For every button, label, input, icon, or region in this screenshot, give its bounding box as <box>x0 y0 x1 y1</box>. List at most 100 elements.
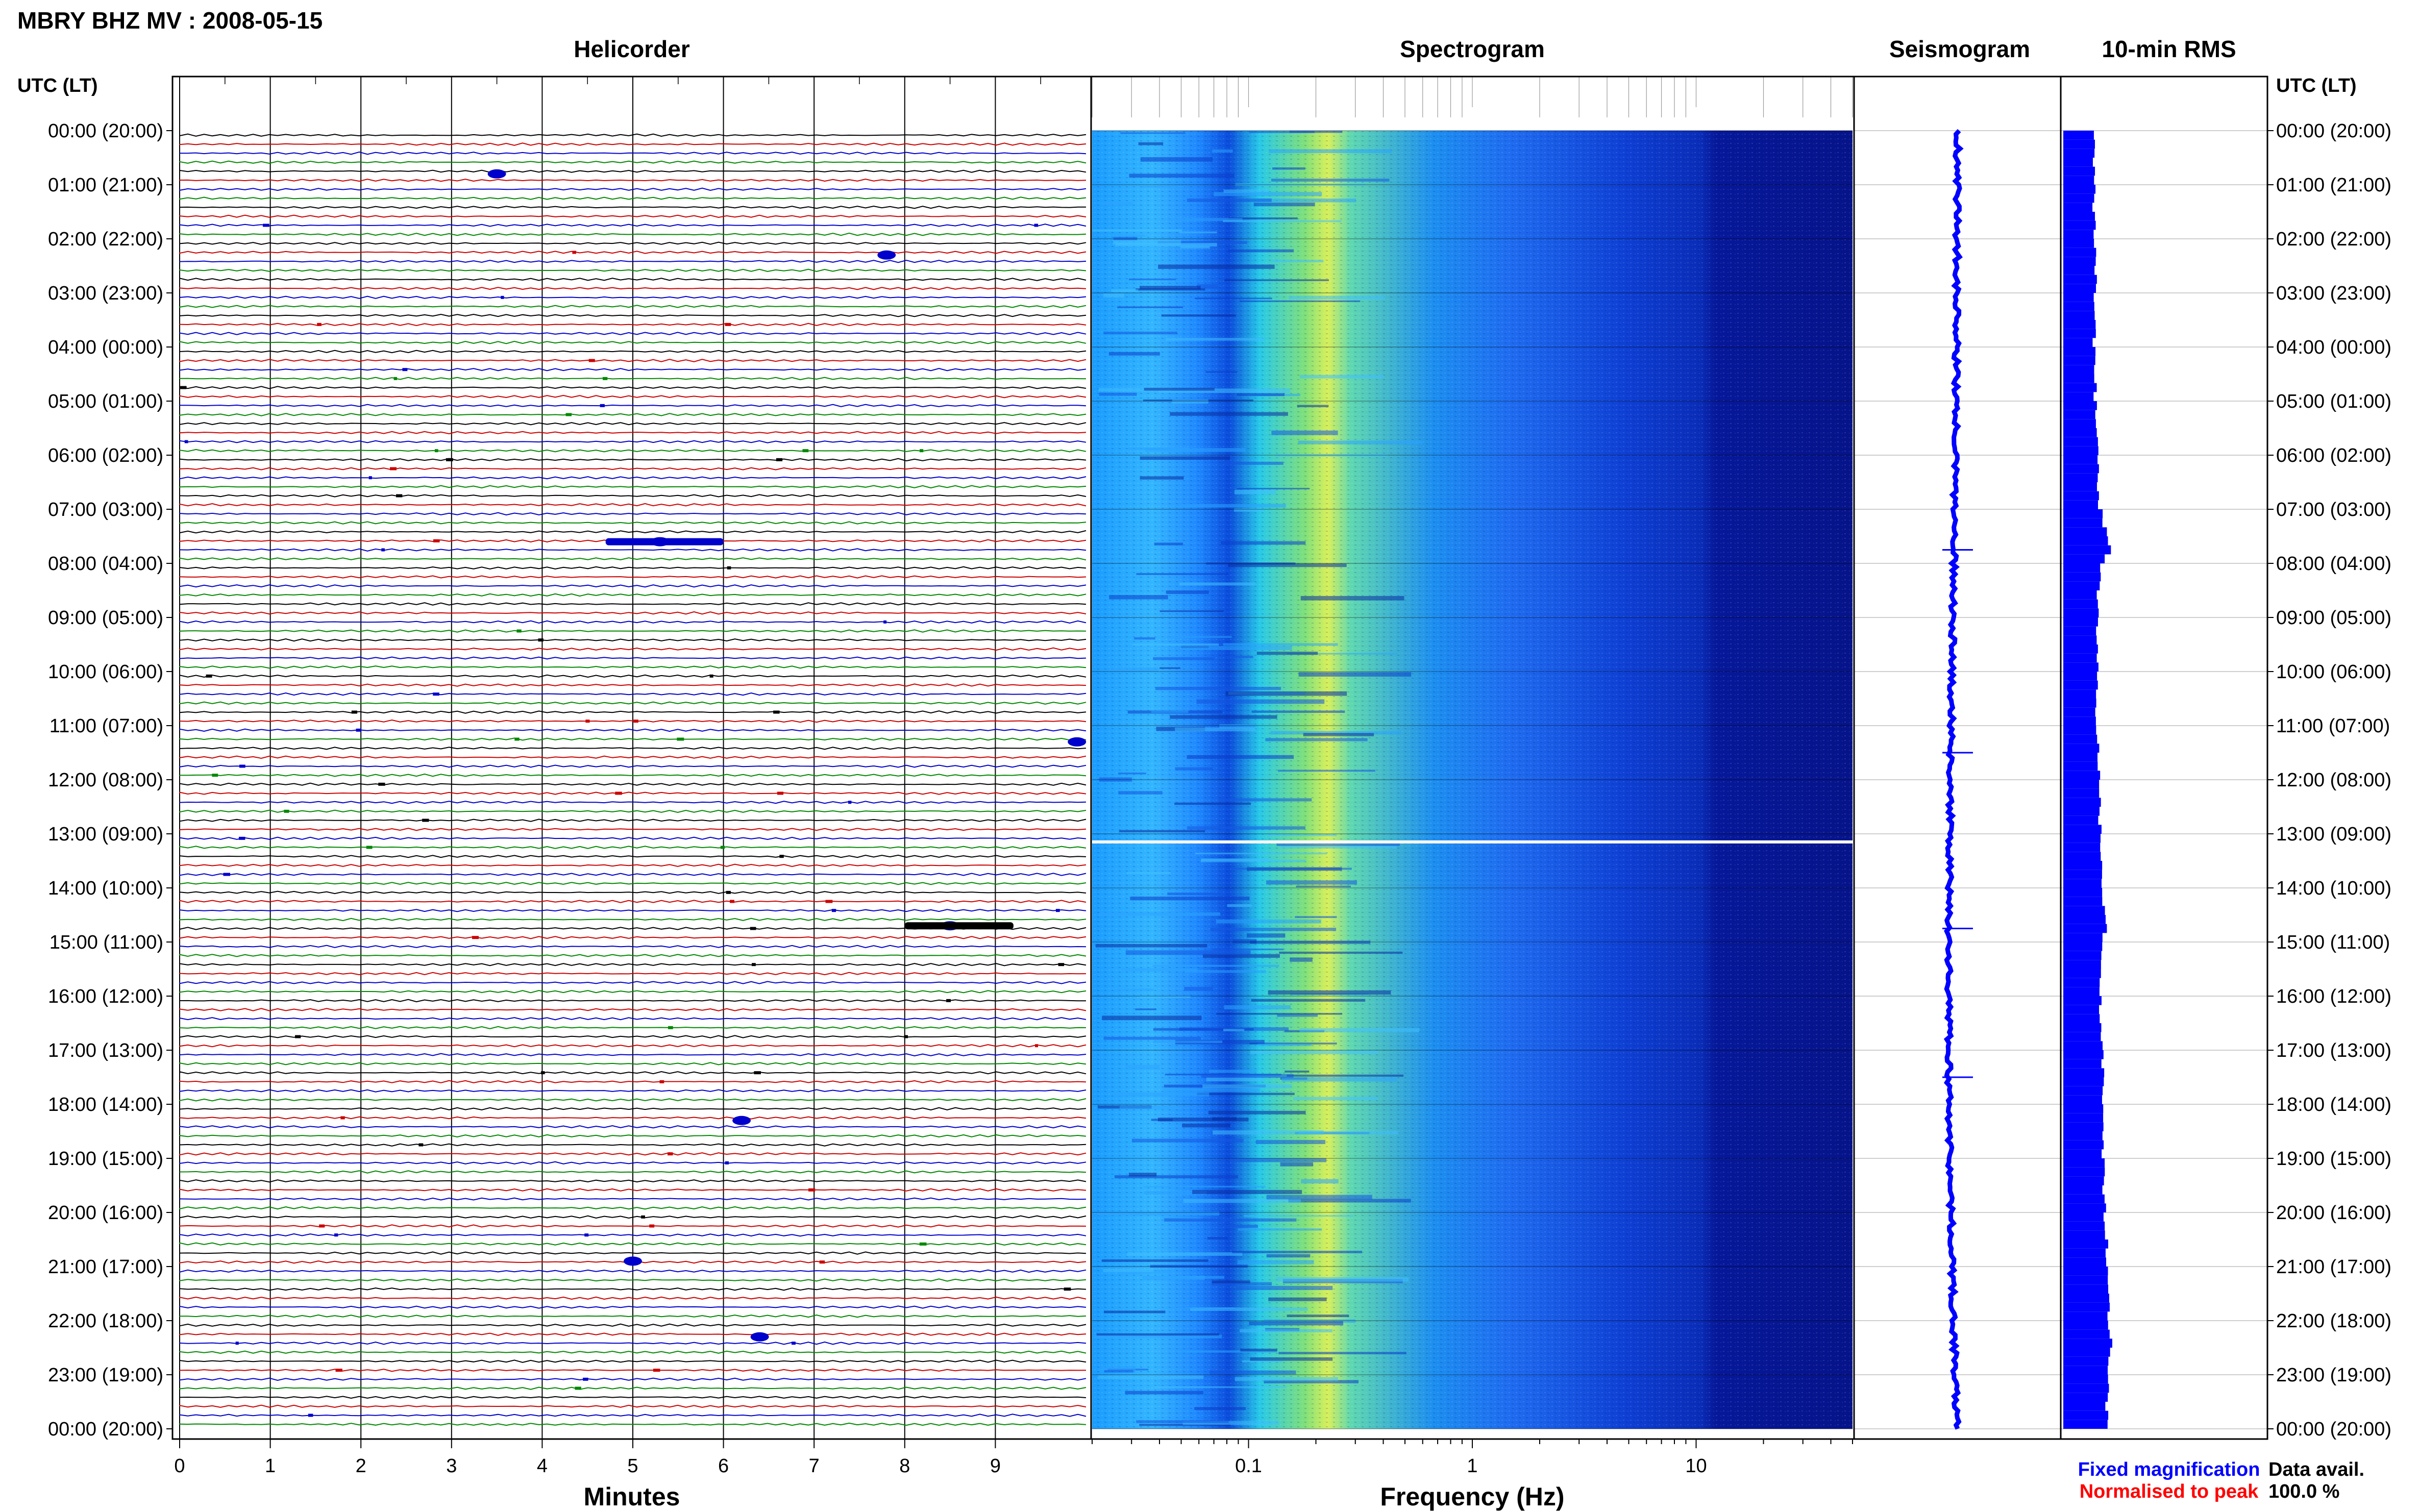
helicorder-trace-line <box>179 674 1087 678</box>
spectrogram-streak <box>1181 646 1292 650</box>
helicorder-trace-line <box>179 1170 1087 1174</box>
spectrogram-streak <box>1247 933 1286 938</box>
rms-bar <box>2063 1393 2108 1402</box>
spectrogram-streak <box>1194 298 1272 300</box>
helicorder-long-event <box>605 538 724 546</box>
spectrogram-streak <box>1278 1352 1406 1354</box>
rms-bar <box>2063 1420 2108 1429</box>
data-availability-label: Data avail. <box>2268 1459 2364 1480</box>
rms-bar <box>2063 1311 2108 1321</box>
rms-bar <box>2063 1059 2102 1069</box>
time-tick-label-left: 18:00 (14:00) <box>48 1094 163 1116</box>
rms-bar <box>2063 834 2101 843</box>
minute-tick-label: 2 <box>356 1455 366 1477</box>
helicorder-small-event <box>659 1080 664 1083</box>
helicorder-trace-line <box>179 467 1087 470</box>
helicorder-trace-line <box>179 1422 1087 1426</box>
helicorder-trace-line <box>179 1071 1087 1075</box>
minute-tick-label: 3 <box>446 1455 457 1477</box>
time-tick-label-right: 06:00 (02:00) <box>2276 445 2391 466</box>
seismogram-trace <box>1942 129 1973 1430</box>
spectrogram-streak <box>1144 1191 1206 1195</box>
rms-bar <box>2063 825 2102 834</box>
spectrogram-streak <box>1277 1014 1318 1017</box>
helicorder-trace-line <box>179 178 1087 182</box>
helicorder-small-event <box>641 1215 645 1219</box>
rms-bar <box>2063 131 2094 140</box>
helicorder-trace-line <box>179 1080 1087 1084</box>
helicorder-small-event <box>725 1161 729 1164</box>
helicorder-event <box>624 1256 642 1266</box>
helicorder-small-event <box>773 710 778 714</box>
helicorder-trace-line <box>179 295 1087 300</box>
helicorder-trace-line <box>179 710 1087 714</box>
frequency-tick-label: 1 <box>1467 1455 1477 1477</box>
rms-title: 10-min RMS <box>2102 36 2236 62</box>
helicorder-trace-line <box>179 873 1087 876</box>
helicorder-trace-line <box>179 205 1086 209</box>
spectrogram-streak <box>1232 1251 1362 1253</box>
spectrogram-streak <box>1194 1407 1246 1410</box>
spectrogram-streak <box>1257 1044 1312 1046</box>
rms-bar <box>2063 608 2099 617</box>
helicorder-trace-line <box>179 962 1087 966</box>
time-tick-label-right: 10:00 (06:00) <box>2276 661 2391 683</box>
spectrogram-streak <box>1099 912 1221 916</box>
spectrogram-streak <box>1232 939 1257 944</box>
spectrogram-streak <box>1212 1117 1237 1121</box>
helicorder-trace-line <box>179 584 1087 588</box>
helicorder-small-event <box>565 413 572 416</box>
helicorder-trace-line <box>179 1098 1087 1102</box>
spectrogram-streak <box>1179 231 1217 234</box>
spectrogram-streak <box>1223 461 1283 465</box>
helicorder-small-event <box>726 890 731 894</box>
rms-bar <box>2063 1050 2104 1059</box>
rms-bar <box>2063 293 2094 302</box>
rms-bar <box>2063 951 2102 960</box>
helicorder-trace-line <box>179 981 1087 984</box>
helicorder-trace-line <box>179 476 1087 480</box>
rms-bar <box>2063 1240 2108 1249</box>
helicorder-trace-line <box>179 854 1087 858</box>
spectrogram-streak <box>1128 1173 1157 1177</box>
rms-bar <box>2063 581 2100 590</box>
spectrogram-streak <box>1298 440 1422 444</box>
spectrogram-streak <box>1224 1005 1291 1009</box>
rms-bar <box>2063 1185 2103 1195</box>
helicorder-trace-line <box>179 629 1087 633</box>
time-axis-label-left: UTC (LT) <box>17 75 98 96</box>
spectrogram-streak <box>1179 504 1286 508</box>
time-tick-label-left: 00:00 (20:00) <box>48 1419 163 1440</box>
spectrogram-streak <box>1157 1118 1249 1122</box>
spectrogram-streak <box>1120 132 1186 134</box>
rms-bar <box>2063 284 2096 293</box>
rms-bar <box>2063 1321 2108 1330</box>
helicorder-trace-line <box>179 755 1087 759</box>
helicorder-trace-line <box>179 1386 1087 1390</box>
helicorder-small-event <box>588 359 595 362</box>
rms-bar <box>2063 1402 2106 1411</box>
helicorder-trace-line <box>179 160 1087 164</box>
helicorder-trace-line <box>179 809 1087 813</box>
spectrogram-streak <box>1212 149 1233 153</box>
rms-bar <box>2063 1356 2109 1366</box>
spectrogram-streak <box>1270 731 1401 735</box>
time-tick-label-left: 07:00 (03:00) <box>48 499 163 520</box>
helicorder-small-event <box>238 836 245 840</box>
spectrogram-streak <box>1214 948 1284 951</box>
time-tick-label-right: 09:00 (05:00) <box>2276 607 2391 629</box>
helicorder-x-ticks: 0 1 2 3 4 5 6 7 8 9 <box>174 1439 1001 1477</box>
helicorder-trace-line <box>179 701 1087 705</box>
helicorder-trace-line <box>179 846 1087 849</box>
spectrogram-streak <box>1182 1421 1279 1425</box>
rms-bar <box>2063 1275 2108 1285</box>
spectrogram-streak <box>1267 834 1337 836</box>
rms-bar <box>2063 1284 2108 1294</box>
rms-bar <box>2063 203 2093 212</box>
helicorder-trace-line <box>179 521 1087 525</box>
spectrogram-streak <box>1140 157 1213 162</box>
helicorder-small-event <box>668 1152 673 1156</box>
spectrogram-streak <box>1206 562 1296 565</box>
spectrogram-streak <box>1200 859 1306 862</box>
helicorder-small-event <box>653 1369 660 1372</box>
